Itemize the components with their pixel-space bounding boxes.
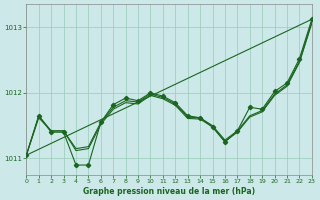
X-axis label: Graphe pression niveau de la mer (hPa): Graphe pression niveau de la mer (hPa)	[83, 187, 255, 196]
